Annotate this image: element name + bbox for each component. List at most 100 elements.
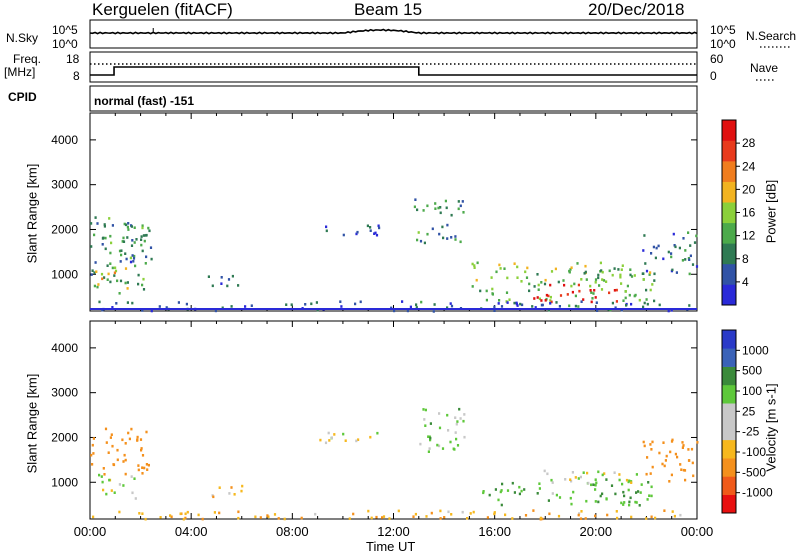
power-cell: [675, 271, 678, 274]
velocity-cell: [254, 515, 257, 519]
power-cell: [602, 279, 606, 282]
velocity-cell: [499, 490, 502, 494]
velocity-cell: [124, 442, 127, 445]
velocity-cell: [92, 515, 95, 519]
velocity-cell: [233, 493, 236, 496]
power-cell: [688, 304, 691, 307]
velocity-cell: [577, 513, 580, 517]
velocity-cell: [625, 478, 629, 482]
velocity-cell: [569, 496, 572, 500]
power-cell: [90, 273, 93, 276]
velocity-cell: [642, 440, 645, 444]
velocity-cell: [599, 494, 602, 498]
velocity-colorbar-swatch: [722, 330, 736, 349]
power-cell: [108, 217, 111, 220]
power-cell: [473, 266, 476, 269]
velocity-ytick-label: 2000: [51, 430, 78, 444]
power-cell: [90, 245, 93, 248]
velocity-ytick-label: 1000: [51, 475, 78, 489]
velocity-cell: [493, 512, 496, 516]
power-cell: [150, 257, 153, 261]
power-cell: [158, 305, 161, 308]
velocity-cell: [324, 441, 328, 445]
velocity-cell: [621, 482, 624, 486]
power-cell: [106, 278, 109, 281]
velocity-cell: [466, 517, 469, 520]
power-cell: [624, 296, 627, 300]
power-cell: [479, 289, 482, 293]
velocity-cell: [628, 500, 631, 504]
velocity-cell: [585, 499, 588, 503]
velocity-cell: [100, 475, 103, 478]
power-cell: [111, 224, 114, 227]
power-cell: [96, 285, 99, 289]
power-cell: [593, 289, 596, 292]
power-cell: [121, 240, 124, 243]
velocity-cell: [511, 517, 514, 520]
velocity-cell: [577, 477, 580, 480]
velocity-panel-frame: [89, 320, 698, 520]
velocity-cell: [524, 514, 528, 517]
velocity-cell: [594, 483, 597, 487]
time-axis-label: Time UT: [366, 539, 416, 554]
velocity-cell: [622, 503, 625, 506]
velocity-cell: [98, 473, 101, 477]
velocity-cell: [648, 494, 651, 497]
power-cell: [557, 280, 560, 284]
velocity-cell: [376, 431, 379, 435]
power-cell: [310, 302, 313, 306]
velocity-cell: [669, 450, 672, 454]
velocity-colorbar-swatch: [722, 366, 736, 386]
power-cell: [446, 223, 449, 227]
power-cell: [667, 309, 670, 313]
power-cell: [226, 284, 229, 288]
velocity-cell: [462, 419, 465, 423]
velocity-cell: [635, 501, 638, 504]
velocity-cell: [453, 448, 456, 451]
power-cell: [629, 273, 632, 277]
velocity-cell: [136, 435, 139, 439]
velocity-cell: [367, 509, 370, 513]
power-cell: [601, 278, 604, 281]
velocity-cell: [118, 510, 121, 514]
power-cell: [649, 271, 652, 274]
velocity-cell: [118, 483, 121, 486]
power-cell: [118, 249, 122, 253]
velocity-cell: [145, 430, 148, 434]
velocity-cell: [658, 451, 661, 455]
power-cell: [597, 276, 600, 280]
velocity-cell: [461, 510, 464, 514]
velocity-cell: [684, 478, 687, 482]
velocity-cell: [539, 516, 542, 520]
velocity-cell: [327, 431, 330, 435]
velocity-cell: [90, 453, 93, 457]
velocity-cell: [668, 480, 671, 483]
power-cell: [642, 272, 645, 275]
power-cell: [423, 241, 426, 245]
power-cell: [114, 266, 117, 270]
power-cell: [630, 275, 634, 278]
power-cell: [568, 304, 571, 308]
power-cell: [450, 213, 453, 217]
velocity-colorbar-swatch: [722, 384, 736, 404]
velocity-cell: [650, 494, 653, 498]
power-cell: [485, 298, 488, 302]
velocity-cell: [635, 473, 638, 476]
power-cell: [221, 306, 224, 310]
power-cell: [356, 230, 359, 234]
power-cell: [378, 226, 381, 230]
power-colorbar-swatch: [722, 161, 736, 182]
velocity-cell: [169, 514, 172, 517]
power-cell: [524, 270, 527, 274]
velocity-cell: [455, 422, 458, 426]
velocity-cell: [610, 484, 614, 487]
power-cell: [114, 269, 118, 273]
velocity-colorbar-tick-label: 500: [742, 364, 762, 378]
power-cell: [626, 284, 629, 288]
power-cell: [590, 291, 593, 294]
velocity-cell: [682, 468, 685, 472]
power-cell: [600, 288, 604, 291]
power-cell: [103, 223, 106, 226]
velocity-cell: [412, 515, 415, 518]
power-cell: [432, 310, 435, 313]
